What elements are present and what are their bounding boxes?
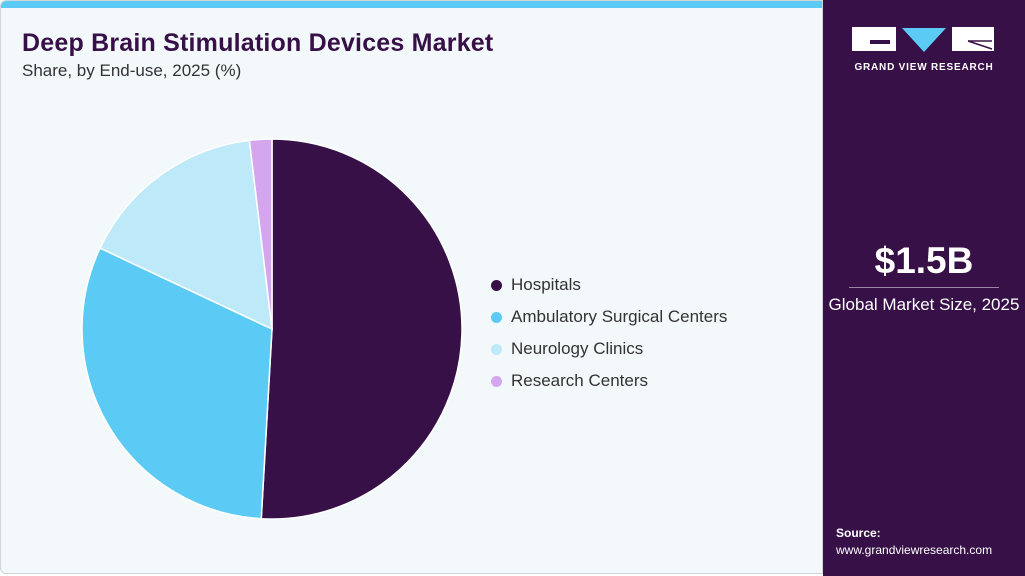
divider (849, 287, 999, 288)
legend-label: Ambulatory Surgical Centers (511, 307, 728, 326)
chart-title: Deep Brain Stimulation Devices Market (22, 29, 494, 57)
pie-slice-neurology-clinics (99, 139, 273, 331)
legend-item: Research Centers (491, 365, 727, 397)
legend-swatch (491, 311, 502, 323)
legend-item: Neurology Clinics (491, 333, 727, 365)
source-label: Source: (836, 526, 881, 540)
legend-label: Hospitals (511, 275, 581, 294)
sidebar: GRAND VIEW RESEARCH $1.5B Global Market … (823, 0, 1025, 576)
legend-label: Neurology Clinics (511, 339, 644, 358)
market-size-value: $1.5B (874, 240, 974, 281)
legend-item: Hospitals (491, 269, 727, 301)
legend-swatch (491, 375, 502, 387)
pie-slice-ambulatory-surgical-centers (81, 247, 273, 520)
grand-view-research-logo (852, 27, 994, 52)
legend: Hospitals Ambulatory Surgical Centers Neur… (491, 269, 727, 397)
legend-swatch (491, 279, 502, 291)
chart-panel: Deep Brain Stimulation Devices Market Sh… (0, 0, 823, 574)
logo-text: GRAND VIEW RESEARCH (854, 62, 994, 73)
pie-chart (81, 138, 463, 520)
source-url[interactable]: www.grandviewresearch.com (836, 543, 993, 557)
chart-subtitle: Share, by End-use, 2025 (%) (22, 61, 242, 80)
legend-item: Ambulatory Surgical Centers (491, 301, 727, 333)
legend-swatch (491, 343, 502, 355)
pie-slice-research-centers (248, 138, 273, 330)
legend-label: Research Centers (511, 371, 649, 390)
accent-bar (1, 1, 822, 8)
pie-slice-hospitals (260, 138, 463, 520)
market-size-label: Global Market Size, 2025 (828, 295, 1020, 314)
